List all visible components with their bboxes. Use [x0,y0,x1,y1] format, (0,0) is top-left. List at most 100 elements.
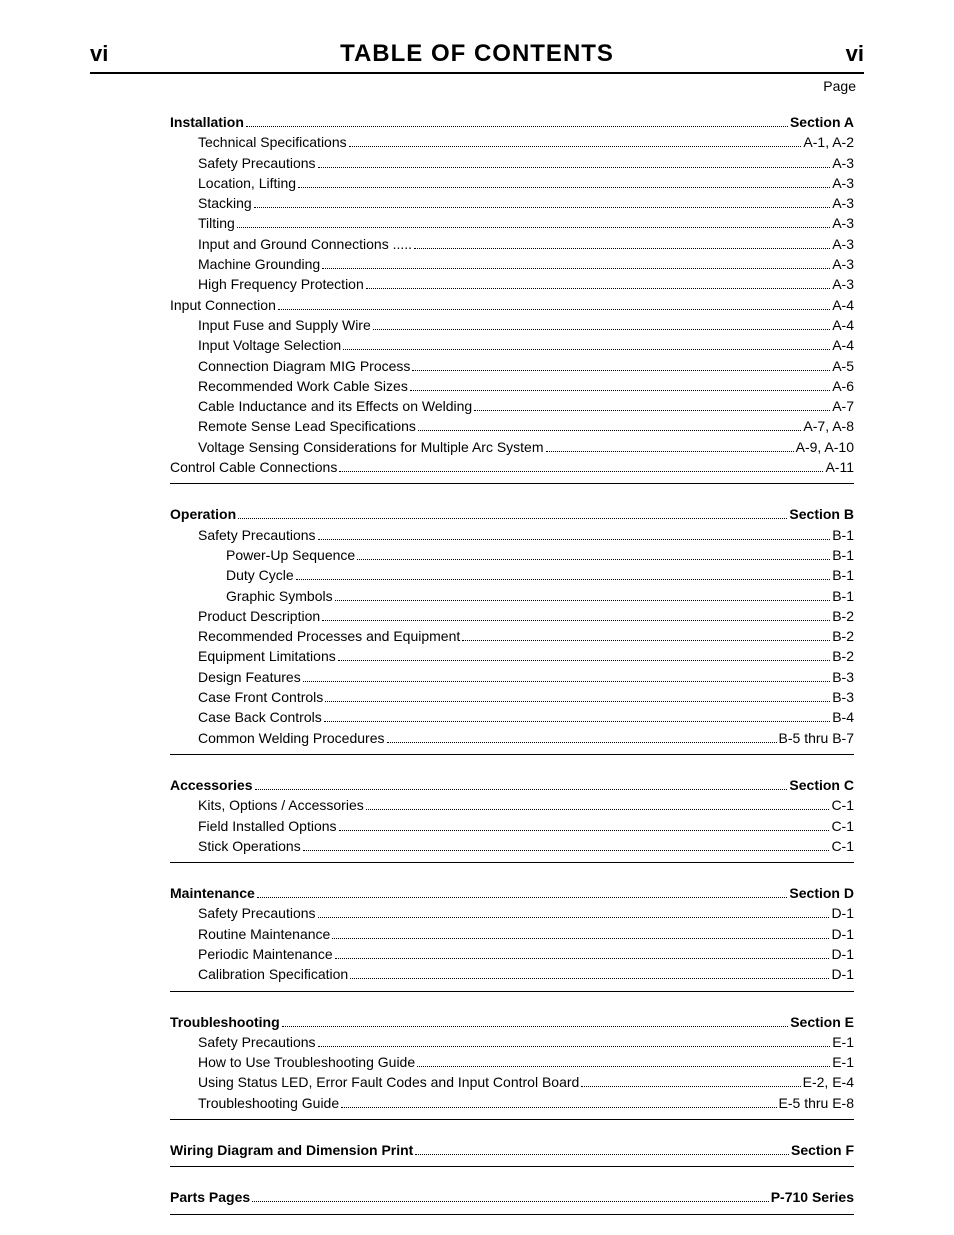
toc-entry-label: Calibration Specification [198,964,348,984]
toc-entry-page: A-3 [832,193,854,213]
toc-leader-dots [581,1086,800,1087]
toc-leader-dots [339,471,823,472]
toc-entry-label: Remote Sense Lead Specifications [198,416,416,436]
toc-entry: Safety PrecautionsE-1 [170,1032,854,1052]
toc-entry: Recommended Work Cable SizesA-6 [170,376,854,396]
toc-entry-page: A-7, A-8 [803,416,854,436]
toc-entry-label: Wiring Diagram and Dimension Print [170,1140,413,1160]
toc-entry: Machine Grounding A-3 [170,254,854,274]
toc-entry-page: E-1 [832,1052,854,1072]
toc-entry-page: A-3 [832,254,854,274]
toc-entry: AccessoriesSection C [170,775,854,795]
toc-entry-label: Voltage Sensing Considerations for Multi… [198,437,544,457]
toc-entry-label: Troubleshooting [170,1012,280,1032]
toc-leader-dots [350,978,829,979]
toc-leader-dots [237,227,830,228]
toc-entry-label: Routine Maintenance [198,924,330,944]
toc-entry: Safety Precautions A-3 [170,153,854,173]
toc-entry-label: Equipment Limitations [198,646,336,666]
toc-entry-label: Input Fuse and Supply Wire [198,315,371,335]
toc-entry: Design FeaturesB-3 [170,667,854,687]
section-separator [170,1214,854,1215]
toc-leader-dots [318,167,831,168]
toc-entry: Common Welding Procedures B-5 thru B-7 [170,728,854,748]
toc-leader-dots [332,938,829,939]
toc-entry-page: B-2 [832,606,854,626]
toc-entry: Connection Diagram MIG ProcessA-5 [170,356,854,376]
toc-entry-page: B-1 [832,565,854,585]
toc-leader-dots [318,539,831,540]
toc-entry-label: Periodic Maintenance [198,944,333,964]
toc-entry-page: A-4 [832,315,854,335]
toc-entry: OperationSection B [170,504,854,524]
toc-leader-dots [303,850,830,851]
toc-entry-page: B-5 thru B-7 [779,728,854,748]
toc-entry-label: Case Front Controls [198,687,323,707]
toc-entry-label: Connection Diagram MIG Process [198,356,410,376]
toc-entry-page: D-1 [831,944,854,964]
toc-entry-page: A-3 [832,153,854,173]
toc-entry-page: A-7 [832,396,854,416]
toc-entry: MaintenanceSection D [170,883,854,903]
toc-leader-dots [387,742,777,743]
toc-entry: Recommended Processes and EquipmentB-2 [170,626,854,646]
toc-entry-label: Common Welding Procedures [198,728,385,748]
toc-entry-label: Safety Precautions [198,903,316,923]
toc-entry-page: Section A [790,112,854,132]
toc-leader-dots [254,207,831,208]
toc-entry-page: B-3 [832,667,854,687]
toc-entry-page: D-1 [831,964,854,984]
toc-leader-dots [322,268,830,269]
toc-leader-dots [357,559,830,560]
toc-entry-label: Machine Grounding [198,254,320,274]
toc-entry: Input and Ground Connections .....A-3 [170,234,854,254]
page-number-right: vi [846,41,864,67]
toc-entry-label: Kits, Options / Accessories [198,795,364,815]
section-separator [170,991,854,992]
toc-entry-label: Safety Precautions [198,153,316,173]
toc-leader-dots [257,897,788,898]
toc-leader-dots [412,370,830,371]
toc-entry: Periodic Maintenance D-1 [170,944,854,964]
toc-leader-dots [474,410,830,411]
toc-leader-dots [341,1107,776,1108]
toc-entry-page: E-5 thru E-8 [779,1093,854,1113]
toc-entry-page: Section F [791,1140,854,1160]
toc-entry: Using Status LED, Error Fault Codes and … [170,1072,854,1092]
toc-entry-label: Tilting [198,213,235,233]
toc-entry-page: C-1 [831,816,854,836]
toc-entry: Case Back ControlsB-4 [170,707,854,727]
toc-entry-label: Field Installed Options [198,816,337,836]
toc-section: AccessoriesSection CKits, Options / Acce… [170,775,854,856]
toc-entry: Technical SpecificationsA-1, A-2 [170,132,854,152]
toc-entry-label: High Frequency Protection [198,274,364,294]
toc-entry-label: Location, Lifting [198,173,296,193]
toc-entry-page: P-710 Series [771,1187,854,1207]
toc-entry: Case Front ControlsB-3 [170,687,854,707]
toc-entry: Calibration Specification D-1 [170,964,854,984]
toc-entry: High Frequency ProtectionA-3 [170,274,854,294]
page-column-label: Page [823,78,856,94]
section-separator [170,1119,854,1120]
toc-entry: Stick OperationsC-1 [170,836,854,856]
toc-entry-page: A-6 [832,376,854,396]
toc-entry-page: E-2, E-4 [803,1072,854,1092]
toc-entry-page: Section E [790,1012,854,1032]
toc-entry-page: A-4 [832,335,854,355]
toc-entry: Troubleshooting GuideE-5 thru E-8 [170,1093,854,1113]
page-title: TABLE OF CONTENTS [340,40,614,68]
toc-entry: Power-Up SequenceB-1 [170,545,854,565]
toc-entry-page: Section B [789,504,854,524]
toc-leader-dots [415,1154,789,1155]
toc-entry: Input Fuse and Supply Wire A-4 [170,315,854,335]
toc-leader-dots [324,721,830,722]
toc-entry-page: A-11 [825,457,854,477]
page: vi TABLE OF CONTENTS vi Page Installatio… [0,0,954,1235]
section-separator [170,483,854,484]
toc-leader-dots [303,681,830,682]
section-separator [170,862,854,863]
toc-entry-label: Parts Pages [170,1187,250,1207]
toc-entry-label: Stick Operations [198,836,301,856]
toc-entry-page: D-1 [831,924,854,944]
toc-entry: Wiring Diagram and Dimension Print Sectio… [170,1140,854,1160]
